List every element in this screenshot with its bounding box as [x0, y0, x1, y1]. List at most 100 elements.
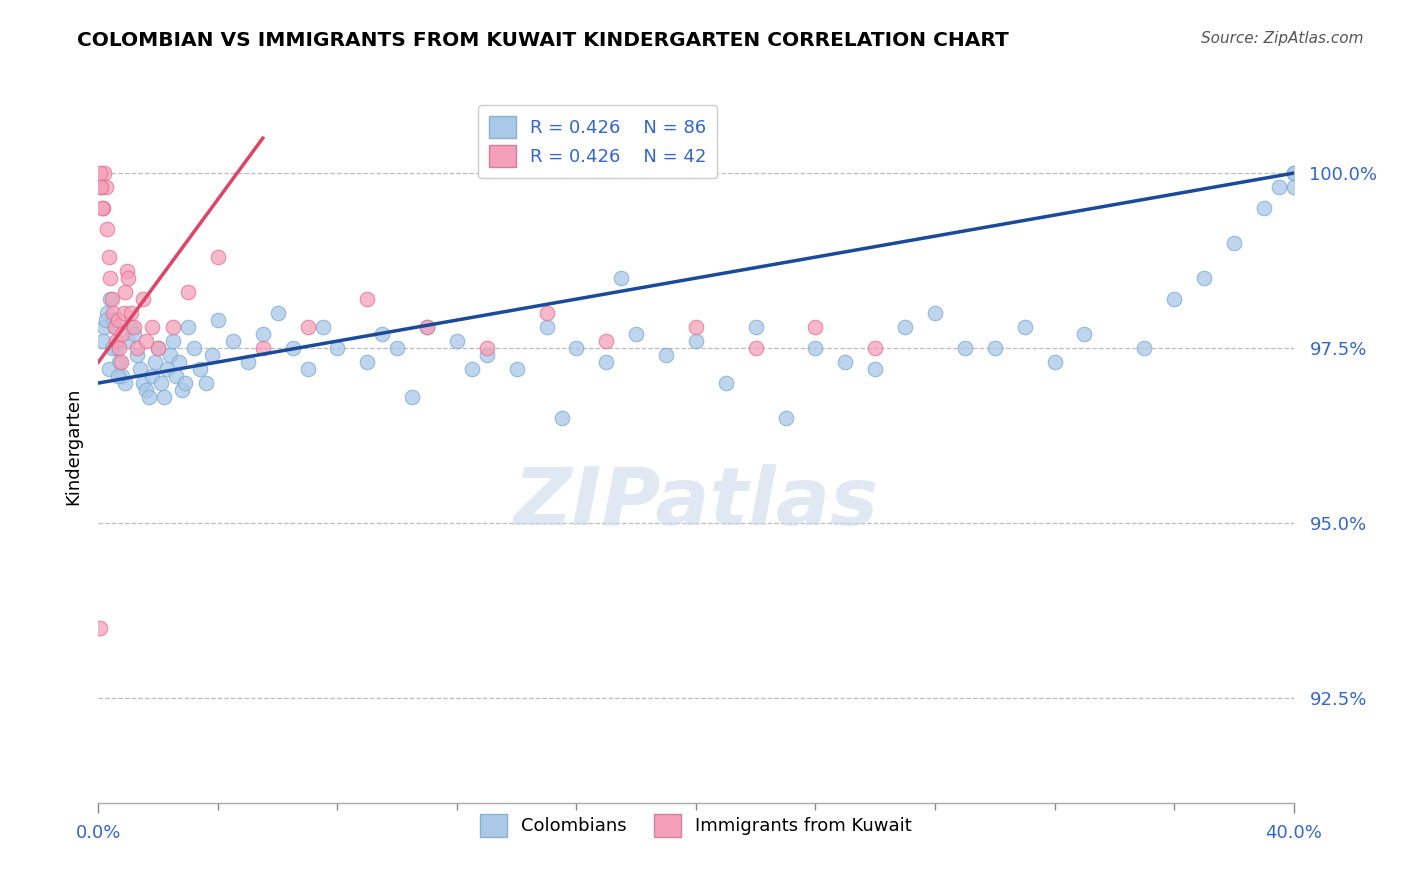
Point [1192, 271, 1215, 285]
Point [94, 313, 117, 327]
Point [143, 355, 166, 369]
Point [153, 390, 176, 404]
Point [156, 362, 179, 376]
Point [834, 355, 856, 369]
Point [401, 390, 423, 404]
Point [177, 285, 200, 299]
Point [105, 334, 128, 348]
Point [1073, 327, 1095, 342]
Point [97, 250, 120, 264]
Point [135, 334, 157, 348]
Point [924, 306, 946, 320]
Point [953, 341, 976, 355]
Point [281, 341, 304, 355]
Point [385, 341, 409, 355]
Point [1163, 292, 1185, 306]
Point [475, 348, 498, 362]
Point [610, 271, 633, 285]
Y-axis label: Kindergarten: Kindergarten [63, 387, 82, 505]
Point [132, 376, 155, 390]
Point [416, 320, 439, 334]
Point [101, 292, 124, 306]
Point [297, 320, 319, 334]
Point [311, 320, 333, 334]
Point [172, 383, 194, 397]
Point [865, 341, 887, 355]
Point [595, 355, 617, 369]
Point [195, 376, 218, 390]
Point [984, 341, 1007, 355]
Point [162, 334, 184, 348]
Point [148, 341, 170, 355]
Point [461, 362, 484, 376]
Point [174, 376, 197, 390]
Point [201, 348, 224, 362]
Point [111, 327, 134, 342]
Point [1014, 320, 1036, 334]
Point [103, 313, 125, 327]
Point [103, 306, 125, 320]
Point [107, 369, 129, 384]
Point [550, 411, 572, 425]
Point [685, 334, 707, 348]
Point [120, 306, 142, 320]
Point [91, 334, 114, 348]
Point [101, 341, 124, 355]
Point [127, 341, 149, 355]
Point [207, 313, 229, 327]
Point [117, 334, 139, 348]
Point [89, 621, 111, 635]
Point [207, 250, 229, 264]
Point [98, 292, 122, 306]
Point [475, 341, 498, 355]
Point [98, 271, 122, 285]
Point [356, 292, 378, 306]
Point [536, 306, 558, 320]
Point [297, 362, 319, 376]
Point [446, 334, 468, 348]
Point [114, 285, 136, 299]
Point [132, 292, 155, 306]
Point [1253, 201, 1275, 215]
Point [90, 180, 112, 194]
Point [141, 320, 163, 334]
Point [108, 341, 131, 355]
Point [112, 306, 135, 320]
Point [159, 348, 181, 362]
Point [165, 369, 187, 384]
Point [114, 376, 136, 390]
Point [506, 362, 529, 376]
Point [267, 306, 290, 320]
Point [127, 348, 149, 362]
Point [93, 320, 115, 334]
Point [252, 341, 274, 355]
Point [1267, 180, 1289, 194]
Point [167, 355, 190, 369]
Point [1282, 166, 1305, 180]
Point [91, 201, 114, 215]
Point [124, 327, 146, 342]
Point [91, 201, 114, 215]
Point [1133, 341, 1156, 355]
Point [96, 222, 118, 236]
Point [685, 320, 707, 334]
Point [89, 166, 111, 180]
Point [236, 355, 259, 369]
Point [356, 355, 378, 369]
Point [129, 362, 152, 376]
Point [183, 341, 205, 355]
Point [536, 320, 558, 334]
Point [90, 180, 112, 194]
Legend: Colombians, Immigrants from Kuwait: Colombians, Immigrants from Kuwait [472, 807, 920, 844]
Point [148, 341, 170, 355]
Point [804, 341, 827, 355]
Point [162, 320, 184, 334]
Point [107, 313, 129, 327]
Point [1223, 236, 1246, 251]
Point [108, 355, 131, 369]
Point [188, 362, 211, 376]
Point [104, 320, 127, 334]
Point [804, 320, 827, 334]
Point [138, 390, 160, 404]
Point [222, 334, 245, 348]
